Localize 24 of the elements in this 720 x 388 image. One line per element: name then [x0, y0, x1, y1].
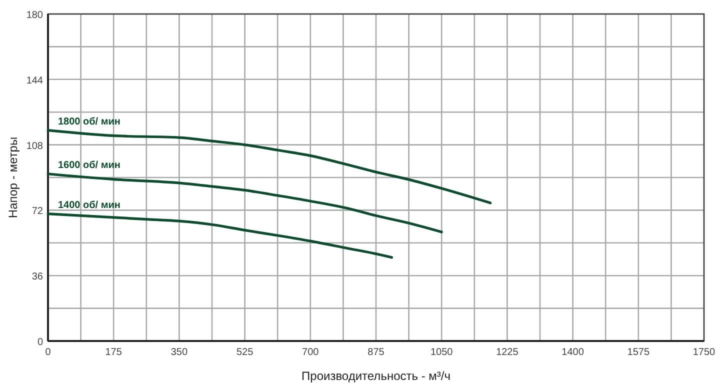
y-axis-title: Напор - метры	[6, 136, 20, 218]
x-tick-label: 1050	[430, 347, 454, 358]
x-tick-label: 0	[45, 347, 52, 358]
y-tick-label: 180	[26, 10, 44, 21]
series-label: 1400 об/ мин	[58, 200, 120, 211]
line-series	[46, 212, 394, 259]
x-tick-label: 175	[105, 347, 122, 358]
series-label: 1600 об/ мин	[58, 160, 120, 171]
y-tick-label: 72	[32, 206, 44, 218]
x-axis-title: Производительность - м³/ч	[302, 369, 450, 383]
y-tick-label: 36	[32, 272, 44, 283]
y-tick-label: 0	[37, 337, 44, 348]
x-tick-label: 1225	[496, 347, 519, 358]
x-tick-label: 700	[302, 347, 320, 358]
x-tick-label: 875	[368, 347, 385, 358]
x-tick-label: 350	[170, 347, 188, 358]
x-tick-label: 1400	[562, 347, 584, 358]
x-tick-label: 1575	[627, 347, 650, 358]
x-tick-label: 1750	[692, 347, 716, 358]
series-label: 1800 об/ мин	[58, 116, 120, 128]
line-series	[46, 172, 443, 234]
x-tick-label: 525	[236, 347, 254, 358]
y-tick-label: 108	[26, 140, 44, 152]
y-tick-label: 144	[26, 75, 44, 86]
